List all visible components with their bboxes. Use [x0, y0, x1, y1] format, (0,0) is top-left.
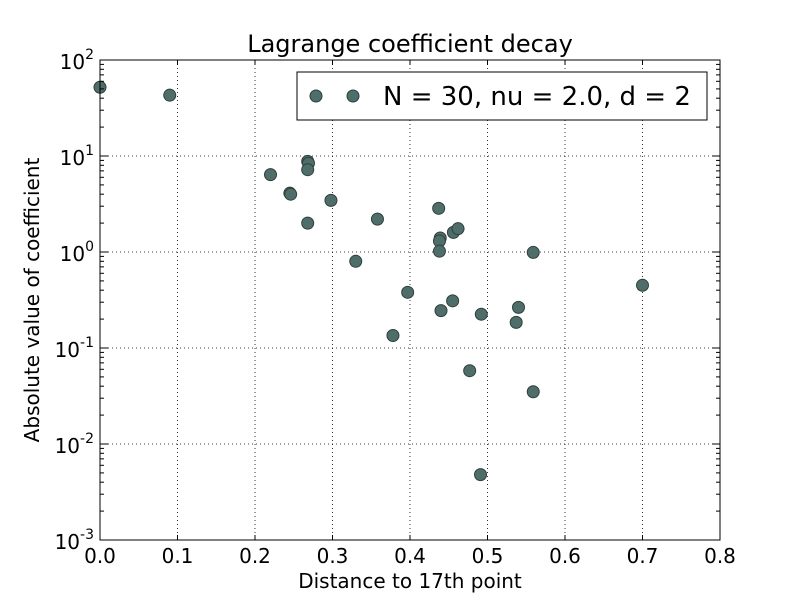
y-tick-base: 10	[55, 338, 80, 362]
data-point	[264, 168, 277, 182]
y-tick-label: 101	[60, 143, 94, 170]
y-tick-base: 10	[55, 434, 80, 458]
legend-box	[296, 71, 708, 121]
data-point	[163, 88, 177, 102]
chart-title: Lagrange coefficient decay	[247, 30, 573, 58]
y-tick-label: 102	[60, 47, 94, 74]
data-point	[451, 222, 465, 236]
data-point	[636, 278, 649, 292]
x-tick-label: 0.1	[162, 544, 194, 568]
data-point	[432, 244, 446, 258]
data-point	[324, 193, 338, 207]
x-tick-label: 0.2	[239, 544, 271, 568]
data-point	[401, 285, 415, 299]
grid	[99, 60, 721, 540]
x-tick-label: 0.4	[394, 544, 426, 568]
data-point	[474, 468, 488, 482]
data-point	[463, 364, 477, 378]
x-tick-label: 0.0	[84, 544, 116, 568]
data-point	[301, 163, 315, 177]
x-tick-label: 0.5	[472, 544, 504, 568]
data-point	[349, 254, 363, 268]
y-tick-exponent: -1	[80, 335, 94, 351]
data-points	[93, 80, 649, 482]
ticks	[99, 59, 721, 541]
data-point	[446, 294, 460, 308]
y-axis-label: Absolute value of coefficient	[20, 158, 44, 443]
x-axis-label: Distance to 17th point	[298, 569, 522, 593]
y-tick-label: 10-3	[55, 527, 94, 554]
data-point	[370, 212, 384, 226]
legend-marker	[346, 89, 360, 103]
y-tick-label: 10-1	[55, 335, 94, 362]
data-point	[301, 216, 315, 230]
data-point	[386, 328, 400, 342]
legend-label: N = 30, nu = 2.0, d = 2	[383, 82, 691, 112]
y-tick-exponent: 1	[85, 143, 94, 159]
y-tick-base: 10	[55, 530, 80, 554]
y-tick-exponent: -2	[80, 431, 94, 447]
data-point	[526, 385, 540, 399]
data-point	[284, 187, 298, 201]
x-tick-label: 0.7	[627, 544, 659, 568]
y-tick-label: 10-2	[55, 431, 94, 458]
x-tick-labels: 0.0 0.1 0.2 0.3 0.4 0.5 0.6 0.7 0.8	[84, 544, 736, 568]
y-tick-label: 100	[60, 239, 94, 266]
y-tick-base: 10	[60, 242, 85, 266]
data-point	[526, 245, 540, 259]
x-tick-label: 0.3	[317, 544, 349, 568]
y-tick-exponent: -3	[80, 527, 94, 543]
x-tick-label: 0.8	[704, 544, 736, 568]
x-tick-label: 0.6	[549, 544, 581, 568]
data-point	[434, 304, 448, 318]
data-point	[512, 300, 525, 314]
y-tick-base: 10	[60, 146, 85, 170]
y-tick-exponent: 0	[85, 239, 94, 255]
y-tick-base: 10	[60, 50, 85, 74]
data-point	[509, 315, 523, 329]
data-point	[474, 307, 488, 321]
legend: N = 30, nu = 2.0, d = 2	[296, 71, 708, 121]
data-point	[432, 201, 446, 215]
legend-marker	[309, 89, 323, 103]
y-tick-exponent: 2	[85, 47, 94, 63]
